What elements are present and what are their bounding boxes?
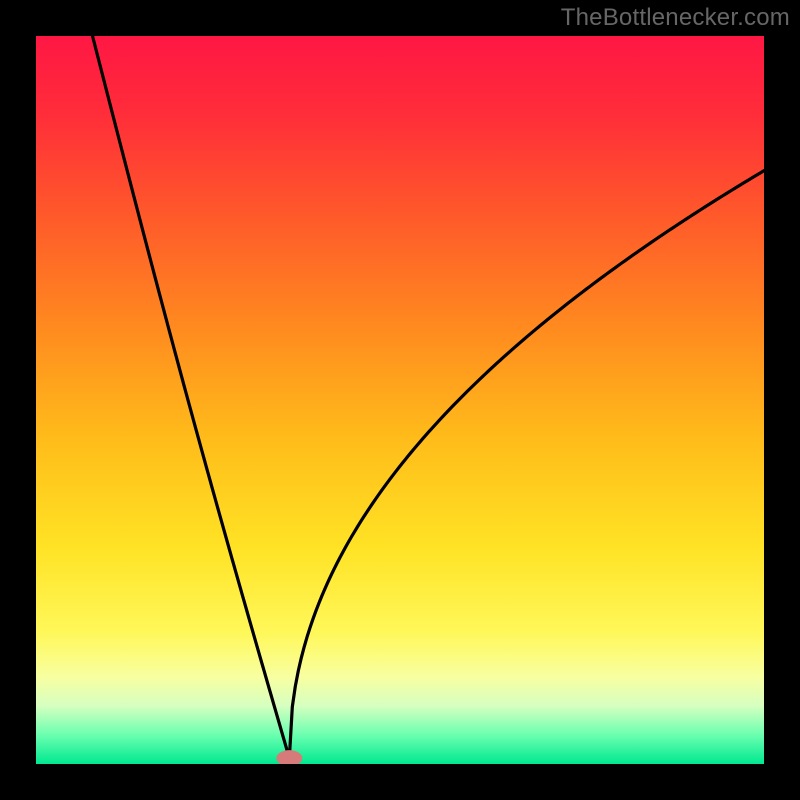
chart-background — [36, 36, 764, 764]
bottleneck-chart-svg — [36, 36, 764, 764]
plot-area — [36, 36, 764, 764]
chart-frame: TheBottlenecker.com — [0, 0, 800, 800]
watermark-text: TheBottlenecker.com — [561, 4, 790, 32]
